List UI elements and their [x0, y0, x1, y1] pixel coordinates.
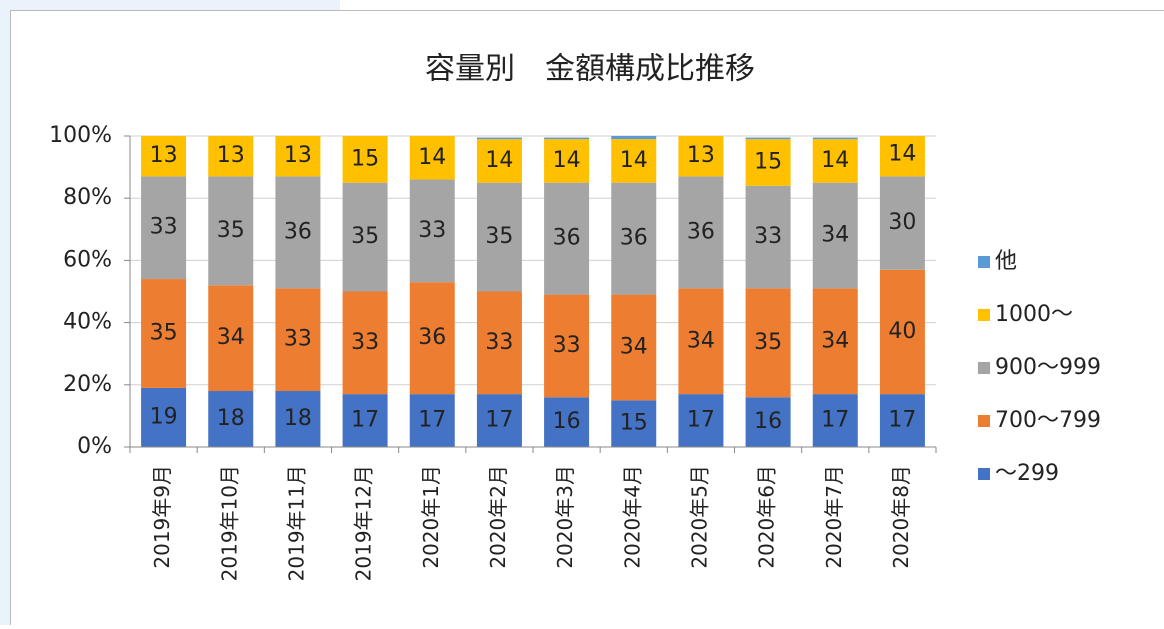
x-tick-label: 2019年9月: [150, 465, 174, 569]
x-tick-label: 2019年12月: [352, 465, 376, 581]
bar-segment: [611, 136, 656, 139]
data-label: 17: [888, 408, 916, 433]
x-tick-label: 2020年7月: [822, 465, 846, 569]
x-tick-label: 2020年5月: [687, 465, 711, 569]
x-tick-label: 2019年11月: [284, 465, 308, 581]
legend-label: ～299: [995, 461, 1059, 486]
data-label: 15: [351, 146, 379, 171]
y-tick-label: 100%: [49, 123, 112, 148]
data-label: 35: [150, 320, 178, 345]
data-label: 16: [754, 409, 782, 434]
data-label: 34: [821, 328, 849, 353]
data-label: 15: [754, 149, 782, 174]
data-label: 36: [553, 226, 581, 251]
data-label: 35: [485, 224, 513, 249]
bar-segment: [544, 138, 589, 140]
data-label: 33: [553, 333, 581, 358]
bar-segment: [746, 138, 791, 140]
y-tick-label: 60%: [63, 247, 112, 272]
data-label: 35: [754, 330, 782, 355]
data-label: 36: [418, 325, 446, 350]
data-label: 36: [687, 219, 715, 244]
data-label: 13: [687, 143, 715, 168]
data-label: 15: [620, 411, 648, 436]
data-label: 33: [418, 218, 446, 243]
x-tick-label: 2020年8月: [889, 465, 913, 569]
data-label: 35: [217, 218, 245, 243]
data-label: 13: [150, 143, 178, 168]
data-label: 17: [821, 408, 849, 433]
data-label: 17: [485, 408, 513, 433]
data-label: 14: [821, 148, 849, 173]
data-label: 14: [418, 145, 446, 170]
data-label: 33: [284, 327, 312, 352]
x-tick-label: 2020年1月: [419, 465, 443, 569]
data-label: 17: [351, 408, 379, 433]
y-tick-label: 40%: [63, 310, 112, 335]
data-label: 33: [754, 224, 782, 249]
x-tick-label: 2020年4月: [620, 465, 644, 569]
background-strip: [0, 0, 340, 10]
data-label: 17: [418, 408, 446, 433]
data-label: 16: [553, 409, 581, 434]
data-label: 14: [620, 148, 648, 173]
data-label: 18: [284, 406, 312, 431]
y-tick-label: 80%: [63, 185, 112, 210]
legend-label: 1000～: [995, 302, 1073, 327]
data-label: 36: [620, 226, 648, 251]
bar-segment: [813, 138, 858, 140]
data-label: 18: [217, 406, 245, 431]
data-label: 17: [687, 408, 715, 433]
data-label: 35: [351, 224, 379, 249]
data-label: 13: [217, 143, 245, 168]
legend-swatch: [978, 468, 990, 480]
x-tick-label: 2020年2月: [486, 465, 510, 569]
legend-swatch: [978, 415, 990, 427]
data-label: 33: [351, 330, 379, 355]
data-label: 33: [485, 330, 513, 355]
data-label: 34: [620, 334, 648, 359]
legend-label: 700～799: [995, 408, 1101, 433]
legend-label: 他: [995, 249, 1017, 274]
data-label: 14: [888, 142, 916, 167]
x-tick-label: 2019年10月: [217, 465, 241, 581]
data-label: 34: [687, 328, 715, 353]
data-label: 34: [821, 223, 849, 248]
legend-swatch: [978, 309, 990, 321]
legend-swatch: [978, 362, 990, 374]
data-label: 30: [888, 210, 916, 235]
data-label: 13: [284, 143, 312, 168]
y-tick-label: 20%: [63, 372, 112, 397]
chart-title: 容量別 金額構成比推移: [425, 52, 755, 87]
bar-segment: [477, 138, 522, 140]
data-label: 19: [150, 404, 178, 429]
legend-label: 900～999: [995, 355, 1101, 380]
data-label: 14: [553, 148, 581, 173]
legend-swatch: [978, 256, 990, 268]
y-tick-label: 0%: [77, 434, 112, 459]
x-tick-label: 2020年6月: [755, 465, 779, 569]
data-label: 14: [485, 148, 513, 173]
data-label: 36: [284, 219, 312, 244]
x-tick-label: 2020年3月: [553, 465, 577, 569]
background-strip: [0, 0, 10, 625]
data-label: 34: [217, 325, 245, 350]
data-label: 40: [888, 319, 916, 344]
data-label: 33: [150, 215, 178, 240]
